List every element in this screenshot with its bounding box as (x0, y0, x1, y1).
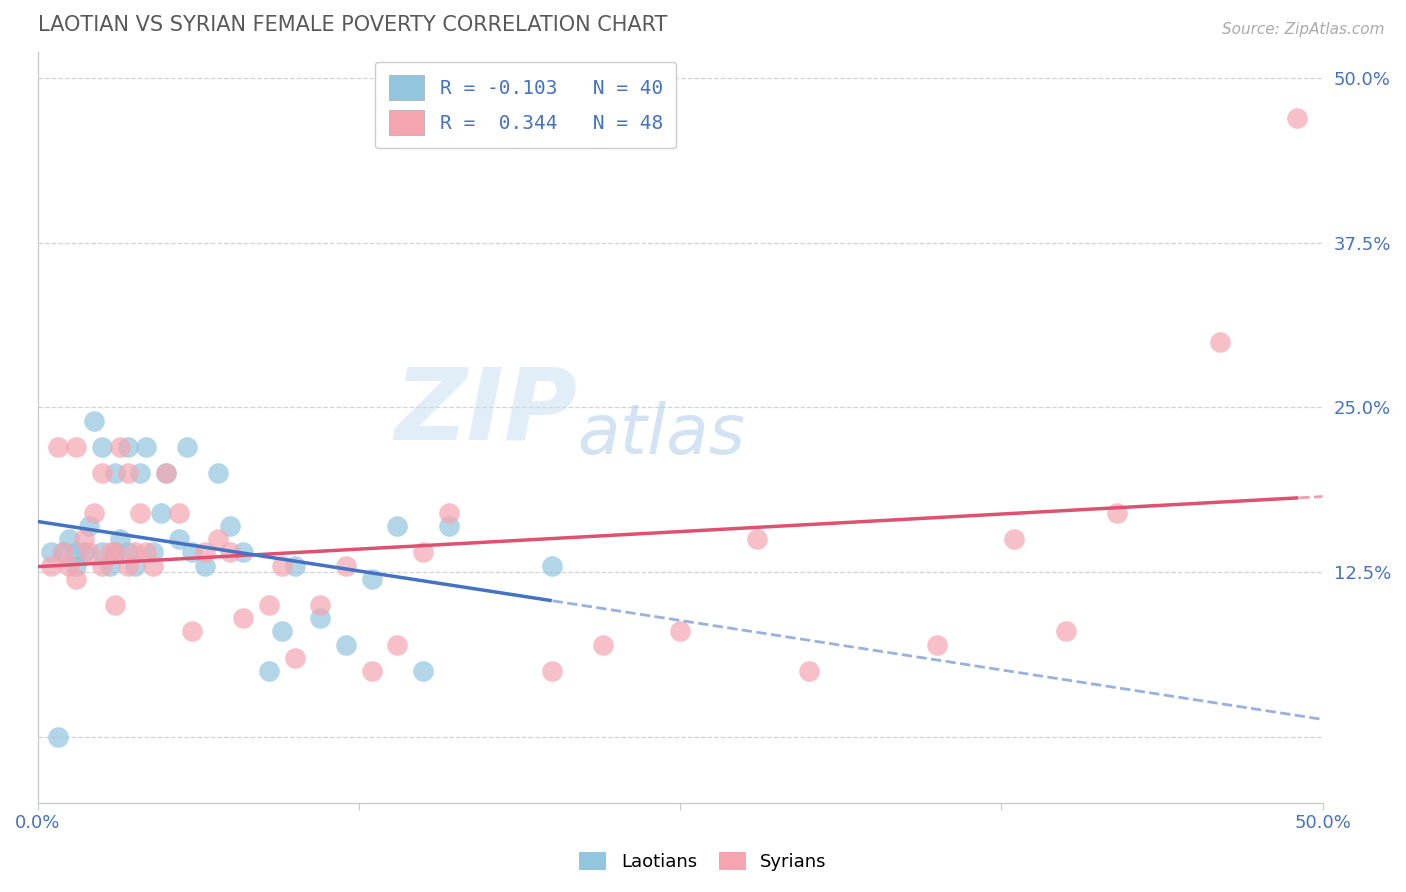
Point (117, 467, 139, 481)
Point (142, 545, 165, 559)
Point (98, 545, 121, 559)
Point (194, 558, 217, 573)
Point (270, 558, 292, 573)
Point (117, 440, 139, 454)
Point (65, 558, 87, 573)
Point (98, 558, 121, 573)
Point (39, 545, 62, 559)
Point (129, 506, 152, 520)
Point (167, 532, 190, 546)
Point (52, 545, 75, 559)
Point (360, 572, 382, 586)
Point (155, 467, 177, 481)
Point (437, 519, 460, 533)
Point (150, 506, 173, 520)
Point (387, 638, 409, 652)
Point (73, 545, 96, 559)
Point (219, 519, 242, 533)
Point (257, 664, 280, 678)
Point (437, 506, 460, 520)
Point (142, 558, 165, 573)
Point (77, 519, 100, 533)
Point (284, 558, 307, 573)
Point (232, 545, 254, 559)
Point (284, 650, 307, 665)
Point (83, 414, 105, 428)
Text: Source: ZipAtlas.com: Source: ZipAtlas.com (1222, 22, 1385, 37)
Point (135, 440, 157, 454)
Point (117, 545, 139, 559)
Point (540, 664, 562, 678)
Text: atlas: atlas (578, 401, 745, 468)
Point (1105, 506, 1128, 520)
Point (335, 558, 357, 573)
Point (90, 545, 112, 559)
Point (58, 558, 80, 573)
Point (207, 467, 229, 481)
Point (257, 598, 280, 612)
Point (46, 730, 69, 744)
Point (58, 532, 80, 546)
Point (360, 664, 382, 678)
Point (73, 532, 96, 546)
Point (39, 558, 62, 573)
Point (176, 440, 198, 454)
Point (108, 440, 131, 454)
Point (104, 467, 127, 481)
Point (592, 638, 614, 652)
Point (180, 624, 202, 639)
Point (1002, 532, 1025, 546)
Point (104, 598, 127, 612)
Point (135, 545, 157, 559)
Text: LAOTIAN VS SYRIAN FEMALE POVERTY CORRELATION CHART: LAOTIAN VS SYRIAN FEMALE POVERTY CORRELA… (38, 15, 666, 35)
Point (797, 664, 820, 678)
Point (77, 545, 100, 559)
Point (90, 467, 112, 481)
Point (65, 545, 87, 559)
Point (669, 624, 692, 639)
Text: ZIP: ZIP (394, 364, 578, 460)
Point (90, 558, 112, 573)
Point (925, 638, 948, 652)
Point (83, 506, 105, 520)
Point (194, 545, 217, 559)
Legend: R = -0.103   N = 40, R =  0.344   N = 48: R = -0.103 N = 40, R = 0.344 N = 48 (375, 62, 676, 148)
Point (207, 532, 229, 546)
Point (540, 558, 562, 573)
Point (117, 558, 139, 573)
Point (124, 558, 146, 573)
Point (129, 467, 152, 481)
Point (335, 638, 357, 652)
Point (90, 440, 112, 454)
Point (65, 440, 87, 454)
Point (180, 545, 202, 559)
Point (747, 532, 769, 546)
Point (1054, 624, 1077, 639)
Point (155, 467, 177, 481)
Point (1209, 334, 1232, 349)
Point (124, 545, 146, 559)
Point (309, 598, 332, 612)
Point (309, 611, 332, 625)
Point (1285, 111, 1308, 125)
Point (52, 545, 75, 559)
Point (46, 440, 69, 454)
Point (412, 664, 434, 678)
Point (65, 572, 87, 586)
Point (270, 624, 292, 639)
Point (387, 519, 409, 533)
Point (412, 545, 434, 559)
Point (108, 532, 131, 546)
Point (167, 506, 190, 520)
Point (232, 611, 254, 625)
Point (104, 545, 127, 559)
Legend: Laotians, Syrians: Laotians, Syrians (572, 845, 834, 879)
Point (104, 545, 127, 559)
Point (219, 545, 242, 559)
